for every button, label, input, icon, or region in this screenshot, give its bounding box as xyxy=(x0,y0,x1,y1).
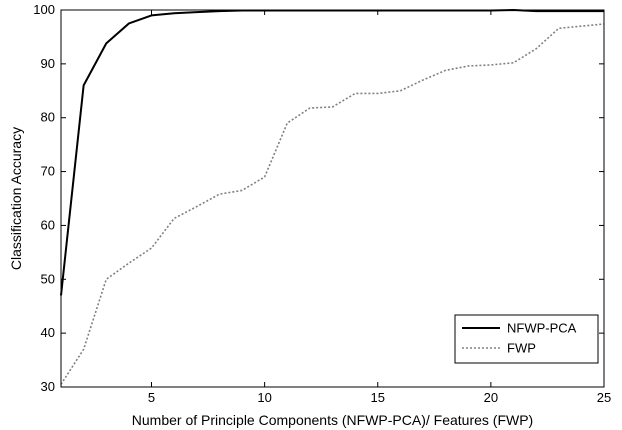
plot-area-frame xyxy=(60,9,605,388)
x-tick-label: 20 xyxy=(484,390,498,405)
y-tick-label: 80 xyxy=(41,110,55,125)
legend: NFWP-PCA FWP xyxy=(454,314,599,364)
x-tick-label: 10 xyxy=(257,390,271,405)
y-tick-label: 100 xyxy=(33,2,55,17)
y-tick-label: 40 xyxy=(41,325,55,340)
y-tick-label: 30 xyxy=(41,379,55,394)
x-axis-label: Number of Principle Components (NFWP-PCA… xyxy=(132,412,533,428)
legend-label-nfwp-pca: NFWP-PCA xyxy=(507,321,577,336)
y-tick-label: 50 xyxy=(41,271,55,286)
x-tick-label: 15 xyxy=(371,390,385,405)
y-tick-label: 60 xyxy=(41,217,55,232)
x-axis-ticks: 5 10 15 20 25 xyxy=(148,10,611,405)
y-axis-ticks: 30 40 50 60 70 80 90 100 xyxy=(33,2,604,394)
y-tick-label: 70 xyxy=(41,164,55,179)
legend-box xyxy=(454,314,599,364)
x-tick-label: 5 xyxy=(148,390,155,405)
y-tick-label: 90 xyxy=(41,56,55,71)
y-axis-label: Classification Accuracy xyxy=(8,127,24,270)
x-tick-label: 25 xyxy=(597,390,611,405)
series-line-fwp xyxy=(60,23,605,385)
series-line-nfwp-pca xyxy=(60,9,604,296)
legend-label-fwp: FWP xyxy=(507,341,536,356)
